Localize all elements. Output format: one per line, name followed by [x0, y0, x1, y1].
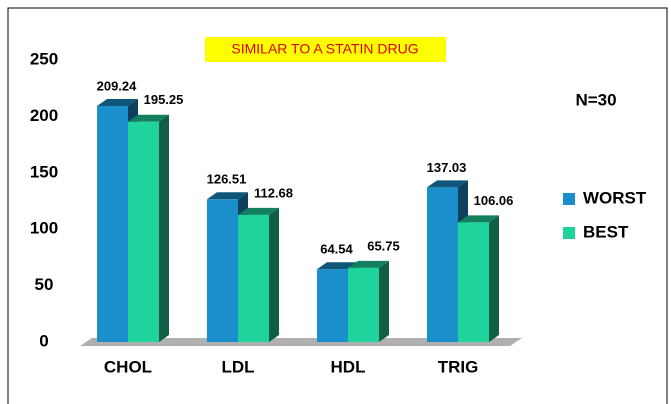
legend-label: BEST — [583, 222, 629, 241]
data-label: 64.54 — [320, 242, 353, 257]
y-tick-label: 200 — [30, 106, 58, 125]
bar-side — [489, 215, 499, 342]
x-tick-label: LDL — [221, 357, 254, 376]
bar-top — [427, 180, 468, 188]
bar-side — [379, 260, 389, 342]
y-tick-label: 150 — [30, 162, 58, 181]
y-tick-label: 250 — [30, 49, 58, 68]
legend-label: WORST — [583, 188, 647, 207]
bar — [238, 214, 269, 342]
bar-top — [348, 260, 389, 268]
bar-top — [207, 192, 248, 200]
bar — [458, 222, 489, 342]
x-tick-label: TRIG — [438, 357, 479, 376]
bar-top — [128, 114, 169, 122]
bar-top — [458, 215, 499, 223]
y-tick-label: 100 — [30, 219, 58, 238]
floor — [80, 338, 522, 346]
bar-top — [238, 207, 279, 215]
annotation: N=30 — [575, 90, 616, 109]
data-label: 195.25 — [144, 92, 184, 107]
x-tick-label: CHOL — [104, 357, 152, 376]
bar — [128, 121, 159, 343]
data-label: 65.75 — [367, 238, 400, 253]
bar-top — [317, 262, 358, 270]
bar — [97, 105, 128, 342]
y-tick-label: 50 — [35, 275, 54, 294]
bar — [207, 199, 238, 342]
x-tick-label: HDL — [331, 357, 366, 376]
bar-top — [97, 98, 138, 106]
data-label: 209.24 — [97, 78, 138, 93]
bar-side — [159, 114, 169, 343]
bar — [348, 267, 379, 342]
bar — [317, 269, 348, 342]
chart-title: SIMILAR TO A STATIN DRUG — [231, 41, 418, 57]
y-tick-label: 0 — [39, 331, 48, 350]
data-label: 106.06 — [474, 193, 514, 208]
bar-side — [269, 207, 279, 342]
bar — [427, 187, 458, 342]
legend-swatch — [563, 193, 575, 205]
legend-swatch — [563, 227, 575, 239]
title-box — [205, 37, 446, 62]
data-label: 112.68 — [254, 185, 293, 200]
data-label: 126.51 — [207, 172, 247, 187]
data-label: 137.03 — [427, 160, 467, 175]
